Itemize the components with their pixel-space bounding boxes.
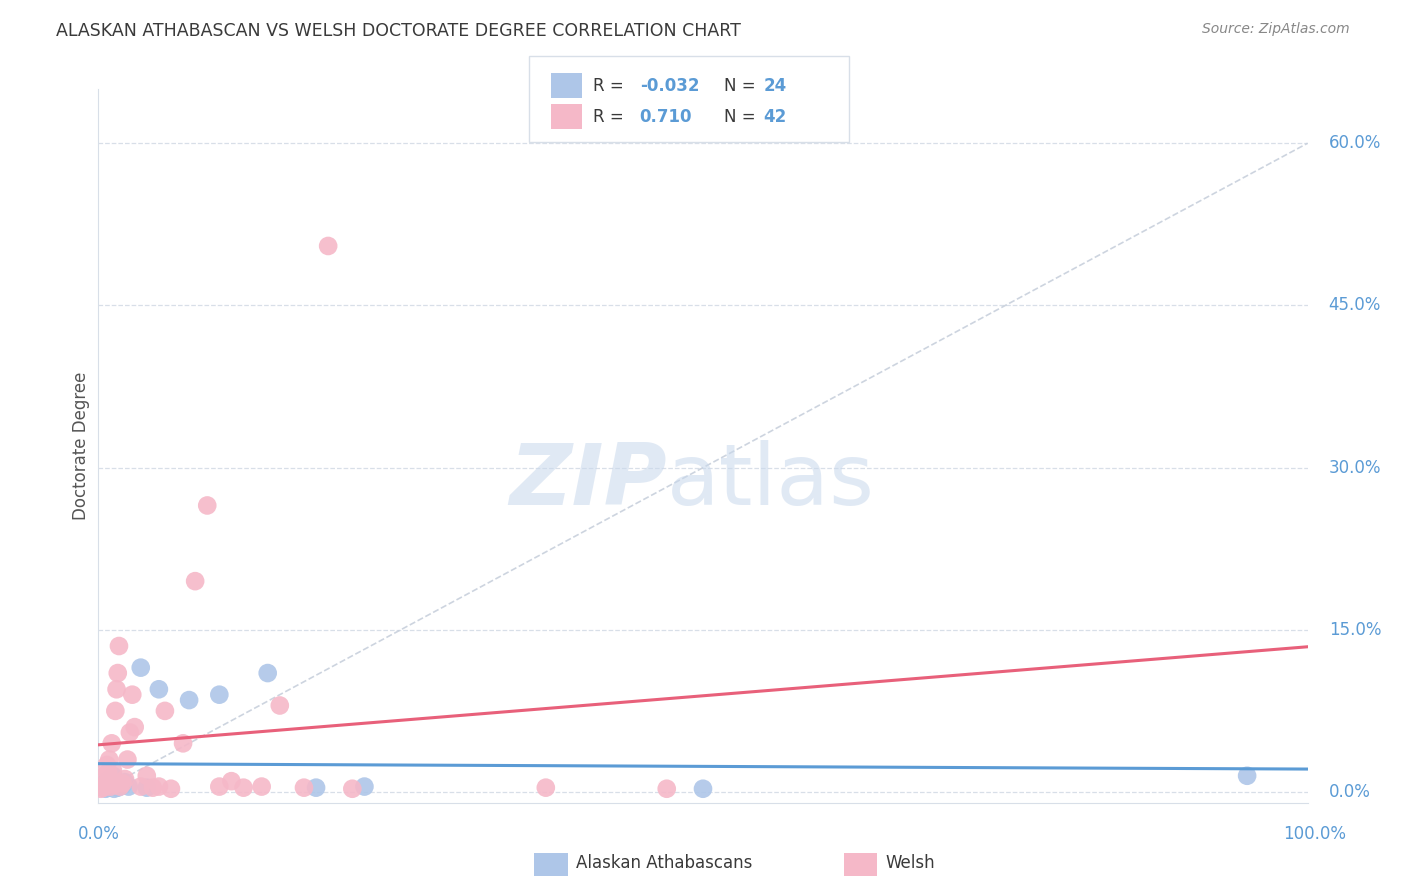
Point [142, 780, 165, 795]
Text: 0.710: 0.710 [640, 108, 692, 126]
Point [114, 775, 136, 789]
Point [692, 781, 714, 796]
Point [104, 704, 127, 718]
Text: 45.0%: 45.0% [1329, 296, 1381, 315]
Text: atlas: atlas [666, 440, 875, 524]
Point [172, 736, 194, 750]
Point [93, 769, 115, 783]
Point [269, 698, 291, 713]
Point [101, 769, 124, 783]
Point [94, 781, 117, 796]
Point [1236, 769, 1258, 783]
Text: Source: ZipAtlas.com: Source: ZipAtlas.com [1202, 22, 1350, 37]
Point [135, 780, 157, 795]
Text: Welsh: Welsh [886, 855, 935, 872]
Point [305, 780, 328, 795]
Point [96, 758, 118, 772]
Text: 60.0%: 60.0% [1329, 135, 1381, 153]
Point [103, 781, 125, 796]
Point [105, 780, 128, 794]
Point [129, 780, 152, 794]
Point [108, 780, 131, 794]
Point [135, 769, 157, 783]
Point [100, 780, 122, 794]
Point [179, 693, 201, 707]
Text: ZIP: ZIP [509, 440, 666, 524]
Point [124, 720, 146, 734]
Point [316, 239, 339, 253]
Point [208, 780, 231, 794]
Point [221, 774, 243, 789]
Point [256, 666, 278, 681]
Point [111, 776, 134, 790]
Point [292, 780, 315, 795]
Point [100, 779, 122, 793]
Point [90, 781, 112, 796]
Point [118, 725, 141, 739]
Point [98, 753, 121, 767]
Point [91, 780, 114, 795]
Point [97, 765, 120, 780]
Text: R =: R = [593, 108, 624, 126]
Point [655, 781, 678, 796]
Point [105, 682, 128, 697]
Point [534, 780, 557, 795]
Point [91, 780, 114, 794]
Point [100, 776, 122, 790]
Point [118, 780, 141, 794]
Point [160, 781, 183, 796]
Text: N =: N = [724, 77, 755, 95]
Point [100, 736, 122, 750]
Text: Alaskan Athabascans: Alaskan Athabascans [576, 855, 752, 872]
Text: 15.0%: 15.0% [1329, 621, 1381, 639]
Point [353, 780, 375, 794]
Text: 24: 24 [763, 77, 787, 95]
Point [111, 779, 134, 793]
Point [114, 772, 136, 786]
Text: R =: R = [593, 77, 624, 95]
Point [342, 781, 364, 796]
Point [121, 688, 143, 702]
Point [107, 666, 129, 681]
Point [94, 779, 117, 793]
Point [232, 780, 254, 795]
Point [148, 780, 170, 794]
Point [103, 777, 125, 791]
Point [108, 639, 131, 653]
Text: -0.032: -0.032 [640, 77, 699, 95]
Point [129, 660, 152, 674]
Point [250, 780, 273, 794]
Point [101, 764, 124, 778]
Text: ALASKAN ATHABASCAN VS WELSH DOCTORATE DEGREE CORRELATION CHART: ALASKAN ATHABASCAN VS WELSH DOCTORATE DE… [56, 22, 741, 40]
Point [148, 682, 170, 697]
Point [195, 499, 218, 513]
Point [117, 753, 139, 767]
Text: 42: 42 [763, 108, 787, 126]
Point [91, 780, 114, 794]
Point [96, 774, 118, 789]
Point [153, 704, 176, 718]
Point [184, 574, 207, 589]
Text: 0.0%: 0.0% [77, 825, 120, 843]
Text: 0.0%: 0.0% [1329, 783, 1371, 801]
Y-axis label: Doctorate Degree: Doctorate Degree [72, 372, 90, 520]
Text: N =: N = [724, 108, 755, 126]
Point [208, 688, 231, 702]
Point [108, 777, 131, 791]
Text: 30.0%: 30.0% [1329, 458, 1381, 476]
Point [97, 780, 120, 795]
Text: 100.0%: 100.0% [1284, 825, 1346, 843]
Point [107, 780, 129, 795]
